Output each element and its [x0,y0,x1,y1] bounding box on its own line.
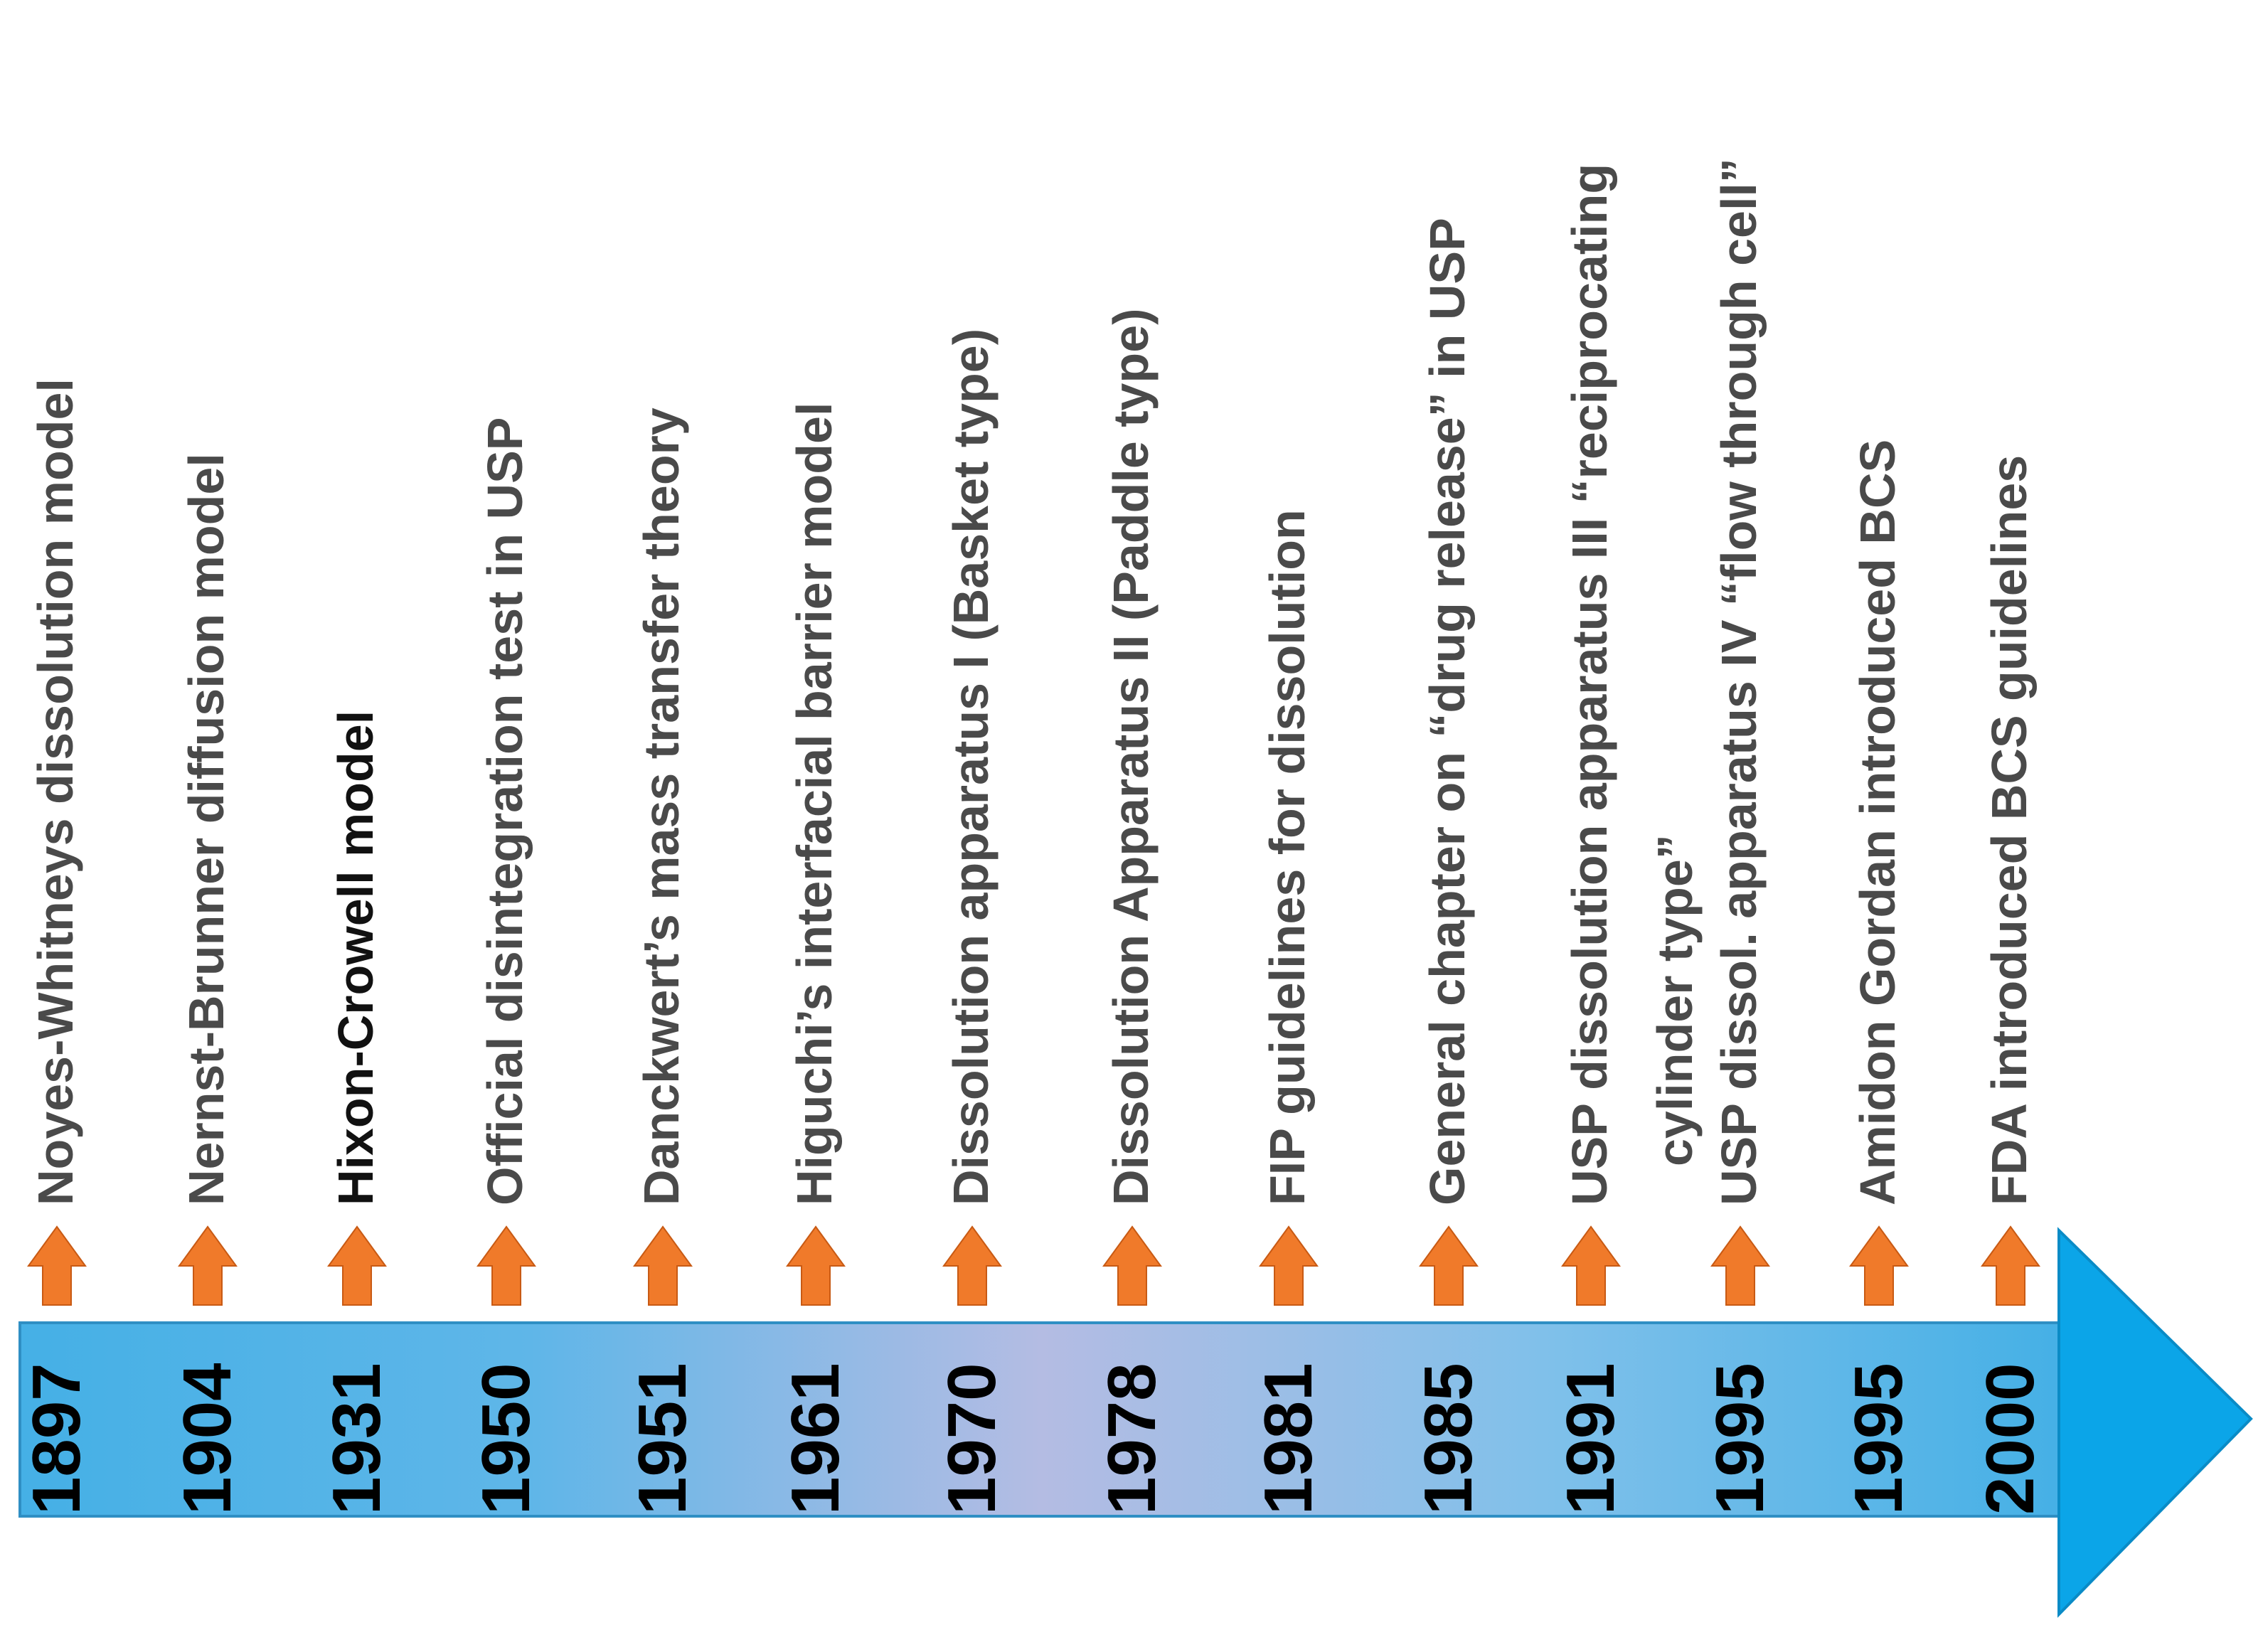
timeline-event: 1904 Nernst-Brunner diffusion model [169,453,245,1515]
timeline-events: 1897 Noyes-Whitneys dissolution model 1904… [18,158,2048,1515]
event-year: 1904 [169,1363,245,1515]
timeline-event: 1991 USP dissolution apparatus III “recip… [1553,164,1703,1515]
up-arrow-icon [1710,1225,1770,1306]
event-year: 1951 [624,1363,701,1515]
event-label: Nernst-Brunner diffusion model [179,453,234,1205]
event-year: 1897 [18,1363,95,1515]
event-label: Hixon-Crowell model [328,710,383,1205]
event-year: 1970 [934,1363,1010,1515]
event-year: 1985 [1410,1363,1486,1515]
event-year: 1961 [777,1363,853,1515]
timeline-event: 1995 USP dissol. apparatus IV “flow throu… [1702,158,1778,1515]
timeline-event: 1897 Noyes-Whitneys dissolution model [18,378,95,1515]
event-label: General chapter on “drug release” in USP [1420,218,1475,1205]
event-label: Official disintegration test in USP [477,417,533,1205]
event-label: USP dissolution apparatus III “reciproca… [1562,164,1617,1205]
event-year: 1981 [1250,1363,1326,1515]
event-label: cylinder type” [1647,834,1703,1166]
event-year: 1950 [468,1363,544,1515]
timeline-event: 1978 Dissolution Apparatus II (Paddle typ… [1094,309,1170,1515]
timeline-event: 1961 Higuchi’s interfacial barrier model [777,403,853,1515]
timeline-event: 1970 Dissolution apparatus I (Basket type… [934,329,1010,1515]
up-arrow-icon [27,1225,87,1306]
timeline-event: 1981 FIP guidelines for dissolution [1250,509,1326,1515]
up-arrow-icon [1849,1225,1909,1306]
up-arrow-icon [327,1225,387,1306]
up-arrow-icon [477,1225,536,1306]
event-year: 1931 [319,1363,395,1515]
event-year: 1995 [1702,1363,1778,1515]
timeline-event: 1951 Danckwert’s mass transfer theory [624,408,701,1515]
up-arrow-icon [1981,1225,2040,1306]
up-arrow-icon [1561,1225,1621,1306]
event-label: FIP guidelines for dissolution [1260,509,1315,1205]
event-label: Noyes-Whitneys dissolution model [28,378,83,1205]
event-label: Danckwert’s mass transfer theory [634,408,689,1205]
up-arrow-icon [942,1225,1002,1306]
timeline-event: 2000 FDA introduced BCS guidelines [1972,455,2048,1515]
event-year: 2000 [1972,1363,2048,1515]
event-year: 1991 [1553,1363,1629,1515]
up-arrow-icon [1102,1225,1162,1306]
up-arrow-icon [786,1225,846,1306]
timeline-arrow-head [2057,1227,2253,1618]
event-label: Higuchi’s interfacial barrier model [787,403,842,1205]
up-arrow-icon [633,1225,693,1306]
event-label: FDA introduced BCS guidelines [1981,455,2037,1205]
up-arrow-icon [178,1225,238,1306]
timeline-event: 1931 Hixon-Crowell model [319,710,395,1515]
event-year: 1995 [1841,1363,1917,1515]
timeline-band [18,1321,2064,1518]
event-year: 1978 [1094,1363,1170,1515]
event-label: Dissolution Apparatus II (Paddle type) [1103,309,1159,1205]
event-label: Amidon Gordan introduced BCS [1850,440,1905,1205]
timeline-event: 1995 Amidon Gordan introduced BCS [1841,440,1917,1515]
timeline-event: 1950 Official disintegration test in USP [468,417,544,1515]
up-arrow-icon [1259,1225,1319,1306]
timeline-event: 1985 General chapter on “drug release” in… [1410,218,1486,1515]
up-arrow-icon [1419,1225,1479,1306]
event-label: Dissolution apparatus I (Basket type) [943,329,999,1205]
event-label: USP dissol. apparatus IV “flow through c… [1711,158,1767,1205]
